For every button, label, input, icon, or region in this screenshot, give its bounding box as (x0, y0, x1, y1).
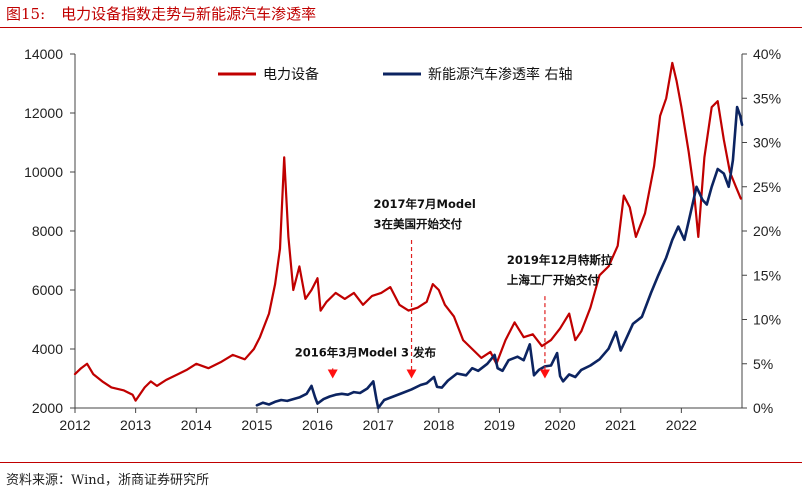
y-left-tick-label: 8000 (32, 223, 63, 239)
x-tick-label: 2014 (181, 417, 212, 433)
source-note: 资料来源：Wind，浙商证券研究所 (6, 473, 209, 488)
figure-title-text: 电力设备指数走势与新能源汽车渗透率 (61, 5, 317, 23)
y-right-tick-label: 5% (753, 356, 773, 372)
annotation-arrow (406, 369, 417, 379)
x-tick-label: 2020 (545, 417, 576, 433)
annotation-arrow (539, 369, 550, 379)
annotation-label: 2016年3月Model 3 发布 (295, 345, 437, 359)
y-left-tick-label: 4000 (32, 341, 63, 357)
x-tick-label: 2019 (484, 417, 515, 433)
y-right-tick-label: 0% (753, 400, 773, 416)
title-divider (0, 27, 802, 28)
x-tick-label: 2013 (120, 417, 151, 433)
x-tick-label: 2015 (241, 417, 272, 433)
legend: 电力设备 新能源汽车渗透率 右轴 (218, 66, 572, 83)
series-line-power-equipment (73, 61, 742, 402)
x-tick-label: 2017 (363, 417, 394, 433)
y-right-tick-label: 10% (753, 312, 781, 328)
annotation-label: 2019年12月特斯拉 (507, 253, 613, 267)
x-tick-label: 2022 (666, 417, 697, 433)
y-right-tick-label: 40% (753, 46, 781, 62)
source-divider (0, 462, 802, 463)
legend-label: 新能源汽车渗透率 右轴 (428, 66, 572, 83)
axes: 2012 2013 2014 2015 2016 2017 2018 2019 2020 2021… (24, 46, 781, 433)
x-tick-label: 2018 (423, 417, 454, 433)
legend-label: 电力设备 (263, 66, 319, 83)
series-lines (73, 61, 744, 410)
y-left-tick-label: 10000 (24, 164, 63, 180)
series-line-nev-penetration (255, 105, 744, 410)
y-right-tick-label: 30% (753, 135, 781, 151)
annotation-label: 上海工厂开始交付 (507, 273, 599, 287)
y-right-tick-label: 15% (753, 267, 781, 283)
y-left-tick-label: 14000 (24, 46, 63, 62)
y-left-tick-label: 12000 (24, 105, 63, 121)
x-tick-label: 2016 (302, 417, 333, 433)
annotation-label: 3在美国开始交付 (374, 217, 463, 231)
figure-number: 图15: (6, 5, 46, 23)
y-right-tick-label: 35% (753, 90, 781, 106)
figure-title: 图15: 电力设备指数走势与新能源汽车渗透率 (6, 3, 316, 24)
y-left-tick-label: 2000 (32, 400, 63, 416)
y-right-tick-label: 25% (753, 179, 781, 195)
chart: 2012 2013 2014 2015 2016 2017 2018 2019 2020 2021… (24, 46, 781, 433)
annotations: 2016年3月Model 3 发布 2017年7月Model 3在美国开始交付 201… (295, 197, 613, 379)
annotation-label: 2017年7月Model (374, 197, 476, 211)
y-right-tick-label: 20% (753, 223, 781, 239)
y-left-tick-label: 6000 (32, 282, 63, 298)
x-tick-label: 2012 (59, 417, 90, 433)
x-tick-label: 2021 (605, 417, 636, 433)
annotation-arrow (327, 369, 338, 379)
